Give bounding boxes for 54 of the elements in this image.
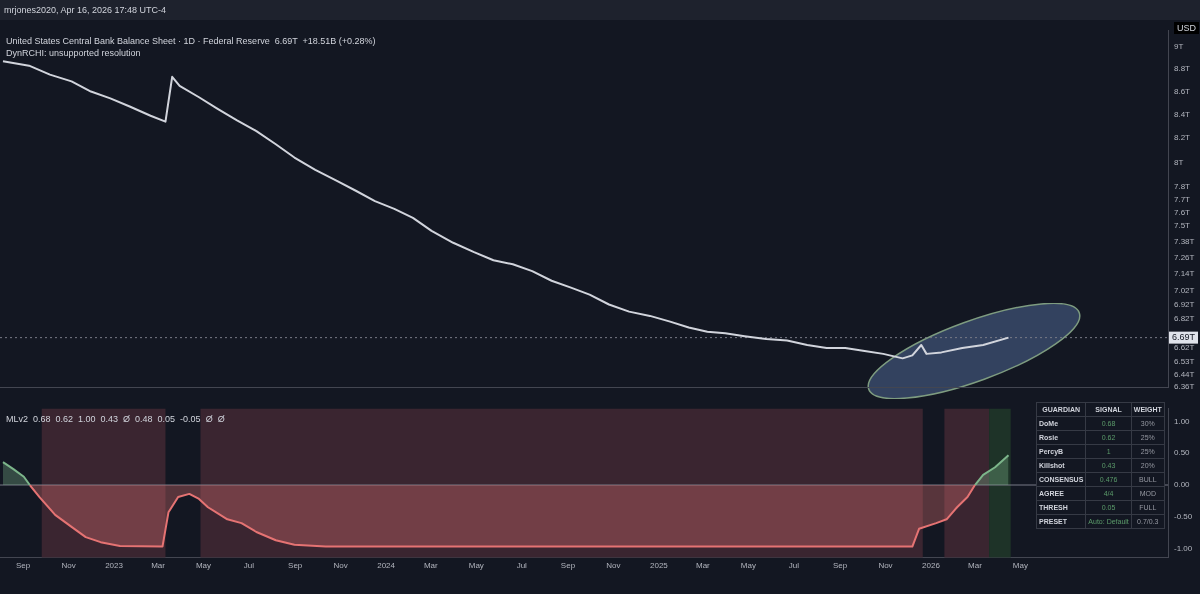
text: United States Central Bank Balance Sheet · 1D · Federal Reserve 6.69T +18.51B (+0.28%)	[6, 35, 376, 46]
x-tick-label: Nov	[61, 561, 76, 571]
y-tick-label: 7.02T	[1174, 285, 1195, 295]
x-tick-label: Sep	[832, 561, 848, 571]
y-tick-label: 6.36T	[1174, 382, 1195, 392]
x-tick-label: Nov	[878, 561, 893, 571]
x-tick-label: May	[740, 561, 756, 571]
y-tick-label: -1.00	[1174, 543, 1193, 553]
x-tick-label: Mar	[423, 561, 439, 571]
y-tick-label: 0.00	[1174, 480, 1191, 490]
x-tick-label: Mar	[968, 561, 983, 571]
y-tick-label: 7.14T	[1174, 269, 1195, 279]
y-tick-label: 7.26T	[1174, 252, 1195, 262]
x-tick-label: 2023	[105, 561, 124, 571]
x-tick-label: Jul	[516, 561, 528, 571]
text: DynRCHI: unsupported resolution	[6, 47, 141, 58]
x-tick-label: Jul	[788, 561, 800, 571]
y-tick-label: 9T	[1174, 42, 1184, 52]
y-tick-label: 8.2T	[1174, 133, 1191, 143]
x-tick-label: 2024	[377, 561, 396, 571]
x-tick-label: Nov	[606, 561, 621, 571]
y-tick-label: 8T	[1174, 157, 1184, 167]
y-tick-label: 7.6T	[1174, 207, 1191, 217]
x-tick-label: 2025	[650, 561, 669, 571]
x-tick-label: 2026	[922, 561, 941, 571]
y-tick-label: 1.00	[1174, 416, 1191, 426]
x-tick-label: Sep	[288, 561, 303, 571]
x-tick-label: May	[195, 561, 212, 571]
x-tick-label: Sep	[560, 561, 576, 571]
x-tick-label: Jul	[243, 561, 255, 571]
x-tick-label: May	[468, 561, 484, 571]
x-tick-label: Mar	[696, 561, 711, 571]
ref-line-label: 6.69T	[1172, 332, 1196, 343]
y-tick-label: 7.38T	[1174, 236, 1195, 246]
x-tick-label: Nov	[333, 561, 348, 571]
y-tick-label: 6.44T	[1174, 370, 1195, 380]
y-tick-label: 6.82T	[1174, 313, 1195, 323]
y-tick-label: -0.50	[1174, 511, 1193, 521]
y-tick-label: 0.50	[1174, 448, 1191, 458]
y-tick-label: 6.92T	[1174, 299, 1195, 309]
y-tick-label: 6.62T	[1174, 343, 1195, 353]
y-tick-label: 8.8T	[1174, 64, 1191, 74]
text: mrjones2020, Apr 16, 2026 17:48 UTC-4	[0, 0, 1200, 20]
x-tick-label: May	[1012, 561, 1028, 571]
y-tick-label: 6.53T	[1174, 356, 1195, 366]
y-tick-label: 7.7T	[1174, 195, 1191, 205]
x-tick-label: Mar	[151, 561, 166, 571]
y-tick-label: 8.4T	[1174, 109, 1191, 119]
y-tick-label: 8.6T	[1174, 86, 1191, 96]
y-axis-title: USD	[1177, 22, 1197, 33]
y-tick-label: 7.8T	[1174, 182, 1191, 192]
x-tick-label: Sep	[15, 561, 31, 571]
y-tick-label: 7.5T	[1174, 220, 1191, 230]
text: MLv2 0.68 0.62 1.00 0.43 Ø 0.48 0.05 -0.05 Ø Ø	[6, 413, 225, 424]
